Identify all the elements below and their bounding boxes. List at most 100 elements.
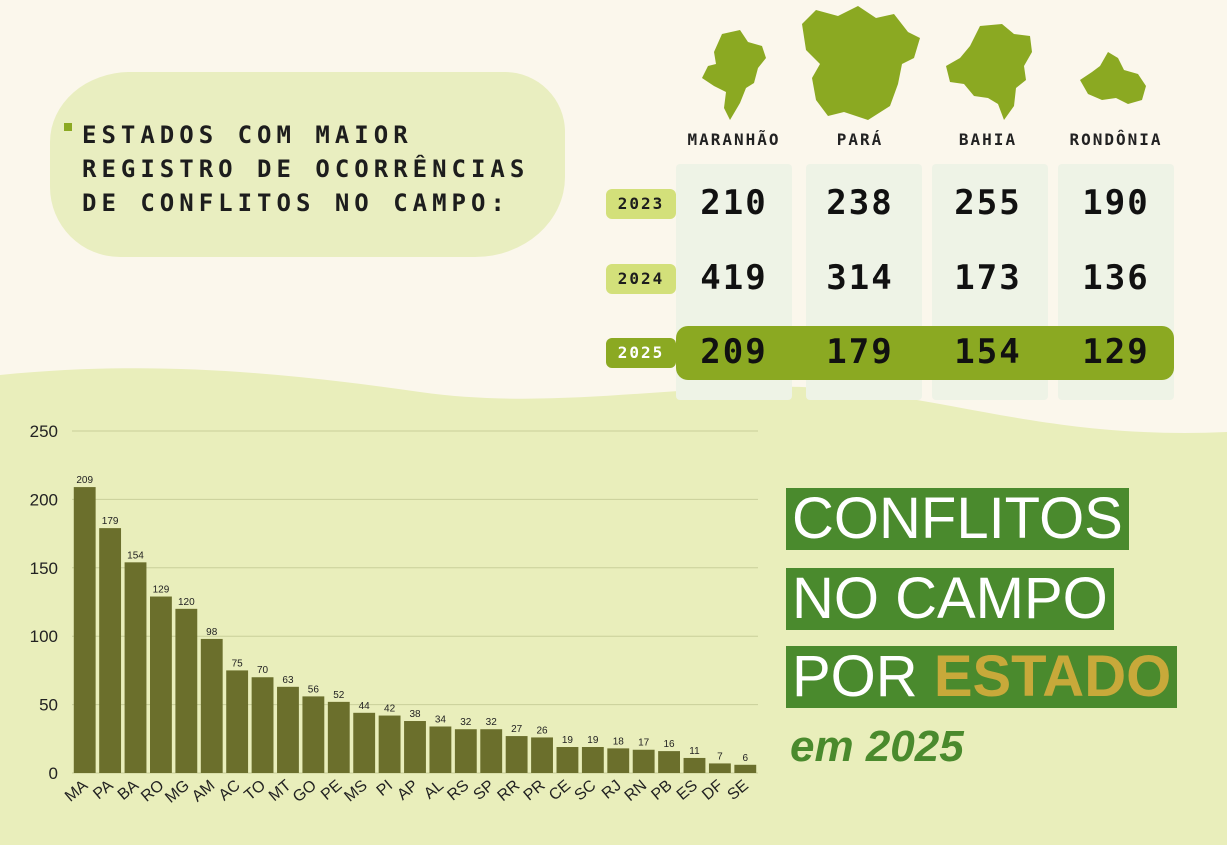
- data-label: 18: [613, 736, 625, 747]
- x-tick-label: TO: [241, 777, 269, 804]
- cell-2025-maranhao: 209: [700, 332, 768, 372]
- bar: [708, 763, 731, 773]
- data-label: 75: [232, 658, 244, 669]
- data-label: 32: [460, 717, 472, 728]
- data-label: 27: [511, 724, 523, 735]
- bar: [632, 749, 655, 773]
- x-tick-label: RN: [622, 777, 651, 805]
- data-label: 42: [384, 704, 396, 715]
- data-label: 17: [638, 738, 650, 749]
- data-label: 44: [359, 701, 371, 712]
- x-tick-label: RS: [444, 777, 472, 804]
- x-tick-label: PB: [648, 777, 675, 804]
- x-tick-label: CE: [546, 777, 574, 804]
- cell-2023-maranhao: 210: [700, 183, 768, 223]
- y-tick-label: 0: [49, 764, 58, 783]
- x-tick-label: MA: [62, 777, 92, 806]
- title-accent: ESTADO: [933, 644, 1172, 709]
- data-label: 19: [587, 735, 599, 746]
- x-tick-label: AC: [216, 777, 244, 804]
- data-label: 98: [206, 627, 218, 638]
- x-tick-label: GO: [290, 777, 320, 806]
- bar: [200, 638, 223, 773]
- title-line-1: CONFLITOS: [786, 488, 1129, 550]
- cell-2025-bahia: 154: [954, 332, 1022, 372]
- highlight-row-2025: [676, 326, 1174, 380]
- rondonia-map-icon: [1080, 52, 1146, 104]
- y-tick-label: 150: [30, 559, 58, 578]
- state-name-para: PARÁ: [836, 130, 884, 149]
- x-tick-label: RJ: [599, 777, 625, 803]
- y-tick-label: 250: [30, 422, 58, 441]
- cell-2025-rondonia: 129: [1082, 332, 1150, 372]
- bar: [531, 737, 553, 773]
- cell-2025-para: 179: [826, 332, 894, 372]
- bullet-icon: [64, 123, 72, 131]
- data-label: 70: [257, 665, 269, 676]
- x-tick-label: AP: [394, 777, 421, 804]
- year-tag-2025: 2025: [606, 338, 676, 368]
- data-label: 52: [333, 690, 345, 701]
- cell-2024-maranhao: 419: [700, 258, 768, 298]
- year-tag-2024: 2024: [606, 264, 676, 294]
- x-tick-label: PA: [90, 777, 117, 803]
- data-label: 63: [282, 675, 294, 686]
- data-label: 16: [664, 739, 676, 750]
- data-label: 19: [562, 735, 574, 746]
- state-name-maranhao: MARANHÃO: [687, 130, 781, 149]
- data-label: 32: [486, 717, 498, 728]
- bar: [581, 747, 604, 773]
- state-name-bahia: BAHIA: [958, 130, 1018, 149]
- title-line-2: NO CAMPO: [786, 568, 1114, 630]
- data-label: 120: [178, 597, 195, 608]
- bar: [175, 608, 198, 773]
- x-tick-label: RO: [138, 777, 167, 805]
- x-tick-label: PE: [318, 777, 345, 804]
- data-label: 154: [127, 550, 144, 561]
- bar: [683, 757, 706, 773]
- data-label: 38: [409, 709, 421, 720]
- bar-chart: 050100150200250209MA179PA154BA129RO120MG…: [30, 422, 758, 807]
- x-tick-label: SC: [571, 777, 599, 804]
- bar: [429, 726, 452, 773]
- data-label: 179: [102, 516, 119, 527]
- cell-2023-para: 238: [826, 183, 894, 223]
- data-label: 11: [689, 746, 700, 757]
- y-tick-label: 200: [30, 490, 58, 509]
- bar: [505, 736, 528, 773]
- x-tick-label: SE: [725, 777, 752, 804]
- cell-2023-bahia: 255: [954, 183, 1022, 223]
- subtitle: em 2025: [790, 722, 964, 771]
- bar: [404, 721, 426, 773]
- data-label: 129: [153, 585, 170, 596]
- bar: [556, 747, 579, 773]
- bar: [277, 686, 299, 773]
- title-line-3-prefix: POR: [792, 644, 934, 709]
- data-label: 26: [536, 725, 548, 736]
- cell-2023-rondonia: 190: [1082, 183, 1150, 223]
- x-tick-label: RR: [495, 777, 524, 805]
- maranhao-map-icon: [702, 30, 766, 120]
- x-tick-label: PI: [374, 777, 397, 800]
- data-label: 56: [308, 684, 320, 695]
- x-tick-label: PR: [521, 777, 549, 804]
- para-map-icon: [802, 6, 920, 120]
- x-tick-label: AM: [189, 777, 218, 805]
- bar: [353, 712, 376, 773]
- bar: [454, 729, 477, 773]
- bar: [73, 487, 96, 773]
- bahia-map-icon: [946, 24, 1032, 120]
- bar: [302, 696, 325, 773]
- bar: [734, 764, 757, 773]
- bar: [607, 748, 630, 773]
- x-tick-label: ES: [674, 777, 701, 804]
- header-pill: [50, 72, 565, 257]
- cell-2024-bahia: 173: [954, 258, 1022, 298]
- year-tag-2023: 2023: [606, 189, 676, 219]
- title-line-3: POR ESTADO: [786, 644, 1178, 709]
- cell-2024-rondonia: 136: [1082, 258, 1150, 298]
- x-tick-label: DF: [699, 777, 726, 804]
- x-tick-label: BA: [115, 777, 143, 804]
- state-name-rondonia: RONDÔNIA: [1069, 130, 1163, 149]
- data-label: 6: [743, 753, 749, 764]
